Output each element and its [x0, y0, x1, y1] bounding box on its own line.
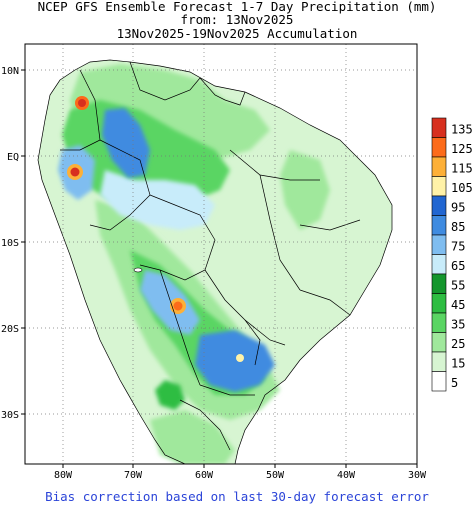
y-tick-labels: 10N EQ 10S 20S 30S: [1, 66, 19, 421]
legend-label-85: 85: [451, 220, 465, 234]
legend-label-125: 125: [451, 142, 473, 156]
core-bolivia-peak: [173, 301, 183, 311]
x-tick-labels: 80W 70W 60W 50W 40W 30W: [54, 470, 427, 481]
y-tick-eq: EQ: [7, 152, 19, 163]
x-tick-50w: 50W: [266, 470, 285, 481]
y-tick-10n: 10N: [1, 66, 19, 77]
legend-swatch-125: [431, 137, 447, 158]
legend-swatch-85: [431, 215, 447, 236]
precip-field: [37, 59, 393, 464]
y-tick-30s: 30S: [1, 410, 19, 421]
green-zone-east: [280, 150, 330, 230]
map-title-line2: from: 13Nov2025: [180, 12, 294, 27]
x-tick-80w: 80W: [54, 470, 73, 481]
legend-label-5: 5: [451, 376, 458, 390]
tick-marks: [21, 69, 418, 468]
legend-label-35: 35: [451, 318, 465, 332]
lake: [133, 267, 143, 273]
legend-label-135: 135: [451, 123, 473, 137]
x-tick-30w: 30W: [408, 470, 427, 481]
legend-swatch-95: [431, 195, 447, 216]
legend-label-55: 55: [451, 279, 465, 293]
legend-label-15: 15: [451, 357, 465, 371]
bias-correction-note: Bias correction based on last 30-day for…: [45, 489, 429, 504]
legend-swatch-65: [431, 254, 447, 275]
legend-swatch-25: [431, 332, 447, 353]
legend-label-105: 105: [451, 181, 473, 195]
darkgreen-south: [155, 380, 185, 410]
legend-label-65: 65: [451, 259, 465, 273]
blue-core-bolivia: [140, 270, 200, 335]
core-ecuador-peak: [70, 167, 80, 177]
legend-swatch-55: [431, 273, 447, 294]
grid-lines: [25, 44, 417, 464]
map-title-line3: 13Nov2025-19Nov2025 Accumulation: [116, 26, 358, 41]
y-tick-10s: 10S: [1, 238, 19, 249]
legend-swatch-5: [431, 371, 447, 392]
legend-swatch-35: [431, 312, 447, 333]
legend-swatch-135: [431, 117, 447, 138]
x-tick-70w: 70W: [124, 470, 143, 481]
x-tick-40w: 40W: [337, 470, 356, 481]
core-colombia-peak: [78, 99, 86, 107]
legend-swatch-15: [431, 351, 447, 372]
blue-core-north: [102, 108, 150, 178]
lightblue-amazon: [100, 170, 215, 230]
color-legend: 135 125 115 105 95 85 75 65 55 45 35 25 15 5: [431, 117, 473, 392]
legend-label-115: 115: [451, 162, 473, 176]
legend-label-95: 95: [451, 201, 465, 215]
legend-swatch-45: [431, 293, 447, 314]
legend-swatch-75: [431, 234, 447, 255]
legend-label-25: 25: [451, 337, 465, 351]
legend-label-75: 75: [451, 240, 465, 254]
x-tick-60w: 60W: [195, 470, 214, 481]
core-parana: [236, 354, 244, 362]
plot-frame: [24, 43, 418, 465]
legend-swatch-115: [431, 156, 447, 177]
y-tick-20s: 20S: [1, 324, 19, 335]
legend-swatch-105: [431, 176, 447, 197]
blue-core-south: [195, 330, 275, 392]
map-title-line1: NCEP GFS Ensemble Forecast 1-7 Day Preci…: [37, 0, 437, 14]
legend-label-45: 45: [451, 298, 465, 312]
green-zone-south: [150, 410, 235, 464]
